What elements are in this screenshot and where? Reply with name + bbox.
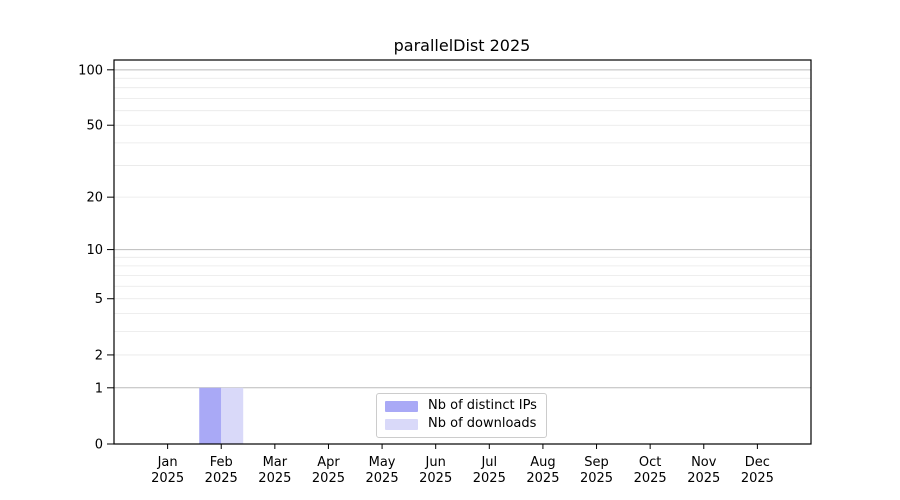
- legend-label-distinct-ips: Nb of distinct IPs: [428, 398, 537, 413]
- x-tick-label-month: Aug: [530, 455, 555, 470]
- x-tick-label-year: 2025: [741, 471, 774, 486]
- y-tick-label: 5: [95, 292, 103, 307]
- x-tick-label-year: 2025: [580, 471, 613, 486]
- legend-label-downloads: Nb of downloads: [428, 416, 537, 431]
- bar-feb-series1: [221, 387, 244, 444]
- x-tick-label-year: 2025: [205, 471, 238, 486]
- x-tick-label-year: 2025: [366, 471, 399, 486]
- y-tick-label: 1: [95, 381, 103, 396]
- x-tick-label-year: 2025: [473, 471, 506, 486]
- y-tick-label: 2: [95, 348, 103, 363]
- x-tick-label-year: 2025: [312, 471, 345, 486]
- legend-item-downloads: Nb of downloads: [385, 416, 537, 432]
- y-tick-label: 10: [86, 243, 103, 258]
- y-tick-label: 50: [86, 119, 103, 134]
- chart-title: parallelDist 2025: [394, 36, 531, 55]
- y-tick-label: 20: [86, 191, 103, 206]
- x-tick-label-month: Nov: [691, 455, 717, 470]
- x-tick-label-year: 2025: [419, 471, 452, 486]
- x-tick-label-month: Jan: [157, 455, 178, 470]
- legend: Nb of distinct IPs Nb of downloads: [376, 393, 547, 438]
- x-tick-label-year: 2025: [687, 471, 720, 486]
- y-tick-label: 0: [95, 438, 103, 453]
- plot-border: [113, 59, 812, 445]
- legend-swatch-downloads: [385, 418, 418, 430]
- legend-item-distinct-ips: Nb of distinct IPs: [385, 398, 537, 414]
- x-tick-label-month: Feb: [210, 455, 233, 470]
- x-tick-label-month: Mar: [263, 455, 288, 470]
- legend-swatch-distinct-ips: [385, 400, 418, 412]
- x-tick-label-month: Dec: [745, 455, 770, 470]
- x-tick-label-year: 2025: [634, 471, 667, 486]
- x-tick-label-month: May: [369, 455, 396, 470]
- x-tick-label-year: 2025: [151, 471, 184, 486]
- x-tick-label-month: Oct: [639, 455, 661, 470]
- bar-feb-series0: [199, 387, 222, 444]
- x-tick-label-month: Sep: [584, 455, 609, 470]
- y-tick-label: 100: [78, 63, 103, 78]
- x-tick-label-month: Jun: [425, 455, 446, 470]
- x-tick-label-year: 2025: [526, 471, 559, 486]
- x-tick-label-month: Jul: [480, 455, 497, 470]
- x-tick-label-month: Apr: [317, 455, 340, 470]
- x-tick-label-year: 2025: [258, 471, 291, 486]
